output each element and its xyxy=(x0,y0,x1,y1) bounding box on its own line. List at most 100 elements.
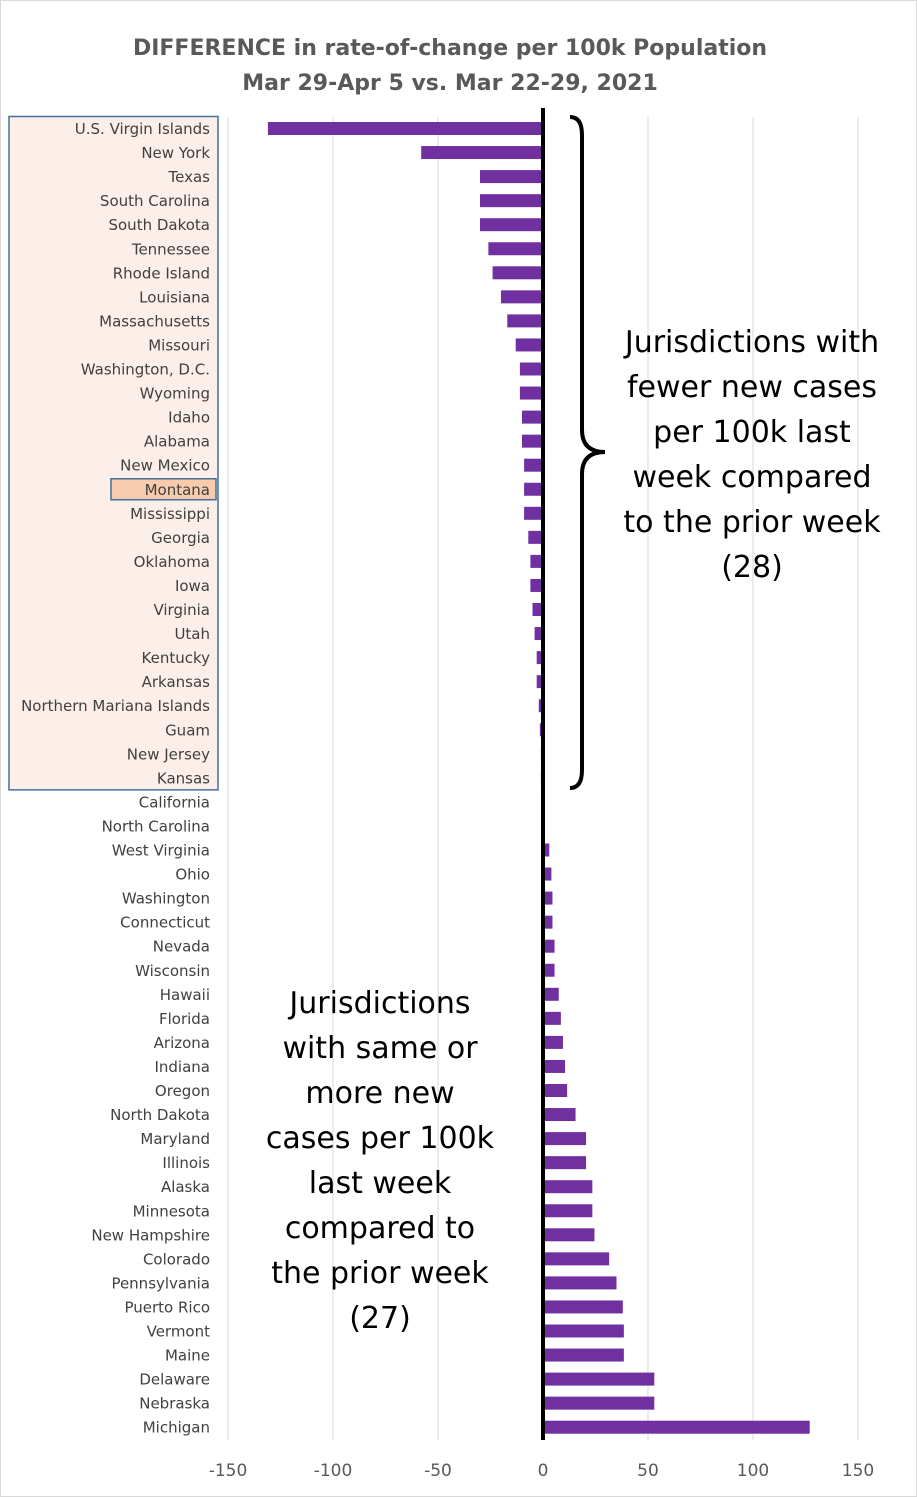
bar xyxy=(543,1035,563,1049)
category-label: North Dakota xyxy=(110,1106,210,1124)
bar xyxy=(543,1108,576,1122)
bar xyxy=(543,1180,593,1194)
category-label: Minnesota xyxy=(133,1202,210,1220)
category-label: Wisconsin xyxy=(135,962,210,980)
category-label: Washington, D.C. xyxy=(81,361,210,379)
bar xyxy=(543,867,552,881)
bar xyxy=(524,458,543,472)
category-label: Massachusetts xyxy=(99,312,210,330)
x-axis-ticks: -150 -100 -50 0 50 100 150 xyxy=(209,1461,875,1481)
highlighted-category-box xyxy=(110,478,217,501)
bar xyxy=(536,675,543,689)
bar xyxy=(519,386,543,400)
category-label: Northern Mariana Islands xyxy=(21,697,210,715)
bar xyxy=(543,963,555,977)
annotation-line: last week xyxy=(309,1166,452,1201)
bar xyxy=(501,290,543,304)
category-label: Iowa xyxy=(175,577,210,595)
category-label: Nebraska xyxy=(139,1395,210,1413)
x-tick-label: 50 xyxy=(637,1461,659,1481)
category-label: Tennessee xyxy=(131,240,210,258)
bar xyxy=(519,362,543,376)
annotation-line: fewer new cases xyxy=(627,370,877,405)
bar xyxy=(480,170,543,184)
bar xyxy=(267,122,543,135)
annotation-line: Jurisdictions xyxy=(287,986,470,1021)
bar xyxy=(480,194,543,208)
category-label: Michigan xyxy=(143,1419,210,1437)
category-label: Florida xyxy=(159,1010,210,1028)
category-label: New York xyxy=(141,144,210,162)
category-label: Arizona xyxy=(154,1034,210,1052)
bar xyxy=(507,314,543,328)
annotation-line: per 100k last xyxy=(653,415,851,450)
chart-title: DIFFERENCE in rate-of-change per 100k Po… xyxy=(133,36,767,61)
category-label: Vermont xyxy=(147,1323,211,1341)
bar xyxy=(543,1324,624,1338)
category-label: Maine xyxy=(165,1347,210,1365)
bar xyxy=(421,146,543,160)
category-label: Oklahoma xyxy=(134,553,210,571)
category-label: Hawaii xyxy=(160,986,210,1004)
category-label: Puerto Rico xyxy=(124,1298,210,1316)
category-label: California xyxy=(139,793,210,811)
bar xyxy=(543,1252,610,1266)
bar xyxy=(543,1132,587,1146)
category-label: New Mexico xyxy=(120,457,210,475)
bar xyxy=(528,530,543,544)
category-label: Illinois xyxy=(162,1154,210,1172)
bar xyxy=(543,915,553,929)
annotation-line: the prior week xyxy=(271,1256,489,1291)
category-label: South Dakota xyxy=(108,216,210,234)
category-label: Washington xyxy=(122,890,210,908)
bar xyxy=(538,699,543,713)
category-label: New Jersey xyxy=(127,745,210,763)
category-label: Maryland xyxy=(140,1130,210,1148)
bar xyxy=(543,1348,624,1362)
x-tick-label: 100 xyxy=(737,1461,769,1481)
annotation-line: to the prior week xyxy=(623,505,881,540)
bar xyxy=(532,603,543,616)
category-label: Pennsylvania xyxy=(111,1274,210,1292)
category-label: Ohio xyxy=(175,866,210,884)
category-label: Georgia xyxy=(151,529,210,547)
bar xyxy=(530,554,543,568)
category-label: Oregon xyxy=(155,1082,210,1100)
annotations: Jurisdictions with fewer new cases per 100… xyxy=(266,325,881,1336)
category-label: Missouri xyxy=(148,336,210,354)
category-label: North Carolina xyxy=(102,817,210,835)
x-tick-label: -100 xyxy=(314,1461,353,1481)
chart-subtitle: Mar 29-Apr 5 vs. Mar 22-29, 2021 xyxy=(242,71,658,96)
category-label: Delaware xyxy=(139,1371,210,1389)
bar xyxy=(543,1276,617,1290)
category-label: Indiana xyxy=(154,1058,210,1076)
bar xyxy=(524,506,543,520)
category-label: U.S. Virgin Islands xyxy=(75,120,210,138)
bar xyxy=(543,843,550,857)
annotation-line: (27) xyxy=(349,1301,411,1336)
bar xyxy=(543,939,555,953)
x-tick-label: -50 xyxy=(424,1461,452,1481)
annotation-line: more new xyxy=(305,1076,454,1111)
bar xyxy=(543,1059,566,1073)
annotation-line: with same or xyxy=(282,1031,478,1066)
bar xyxy=(543,1420,810,1434)
category-label: Idaho xyxy=(168,409,210,427)
bar xyxy=(543,1372,655,1386)
bars xyxy=(267,122,810,1434)
category-labels: U.S. Virgin Islands New York Texas South Ca… xyxy=(21,120,210,1437)
category-label: Wyoming xyxy=(140,385,210,403)
bar xyxy=(530,578,543,592)
bar xyxy=(536,651,543,665)
annotation-line: Jurisdictions with xyxy=(623,325,879,360)
bar xyxy=(480,218,543,232)
bar xyxy=(515,338,543,352)
category-label: West Virginia xyxy=(112,842,210,860)
bar xyxy=(543,891,553,905)
annotation-line: cases per 100k xyxy=(266,1121,495,1156)
annotation-line: compared to xyxy=(285,1211,475,1246)
category-label: Mississippi xyxy=(130,505,210,523)
category-label: Montana xyxy=(145,481,210,499)
fewer-cases-group-box xyxy=(8,115,219,791)
bar xyxy=(488,242,543,256)
